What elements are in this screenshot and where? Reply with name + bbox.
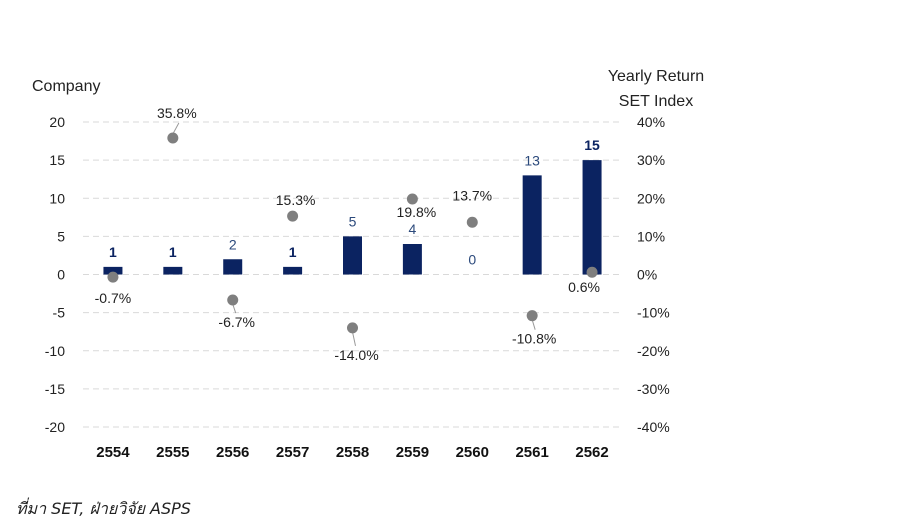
return-point [167,132,179,144]
x-tick-label: 2554 [96,444,130,461]
source-note: ที่มา SET, ฝ่ายวิจัย ASPS [16,499,191,518]
bar [582,160,602,275]
return-point [107,271,119,283]
right-tick-label: -40% [637,419,670,435]
x-tick-label: 2561 [515,444,548,461]
right-tick-label: 30% [637,152,665,168]
x-tick-label: 2555 [156,444,189,461]
bar-data-label: 1 [109,244,117,260]
return-data-label: 19.8% [397,204,437,220]
left-axis-title: Company [32,78,100,95]
x-tick-label: 2558 [336,444,369,461]
leader-line [172,122,180,135]
bar-data-label: 5 [349,213,357,229]
left-tick-label: 5 [57,228,65,244]
return-point [287,210,299,222]
x-tick-label: 2560 [456,444,489,461]
right-axis-title-line1: Yearly Return [608,68,704,85]
right-axis-title-line2: SET Index [619,93,693,110]
leader-line [232,303,237,314]
bar [522,175,542,275]
return-data-label: -10.8% [512,331,556,347]
return-point [406,193,418,205]
bar [343,236,362,275]
return-point [586,266,598,278]
bar-data-label: 4 [408,221,416,237]
bar-data-label: 1 [289,244,297,260]
right-tick-label: 40% [637,114,665,130]
return-point [227,294,239,306]
return-data-label: 13.7% [452,187,492,203]
left-tick-label: -5 [53,305,66,321]
right-tick-label: -20% [637,343,670,359]
return-data-label: -14.0% [334,347,378,363]
left-tick-label: 20 [49,114,65,130]
left-tick-label: -10 [45,343,65,359]
x-tick-label: 2557 [276,444,309,461]
right-tick-label: 0% [637,267,657,283]
left-tick-label: -20 [45,419,65,435]
leader-line [531,319,536,330]
right-tick-label: -30% [637,381,670,397]
return-data-label: 15.3% [276,192,316,208]
return-point [347,322,358,334]
left-tick-label: 15 [49,152,65,168]
return-data-label: 35.8% [157,105,197,121]
bar-data-label: 15 [584,137,600,153]
bar [163,266,183,275]
leader-line [352,331,356,346]
right-tick-label: 10% [637,228,665,244]
left-tick-label: 0 [57,267,65,283]
bar [103,266,123,275]
return-data-label: -0.7% [95,290,132,306]
bar-data-label: 13 [524,152,540,168]
x-tick-label: 2562 [575,444,608,461]
left-tick-label: -15 [45,381,65,397]
bar [402,244,422,275]
bar-data-label: 0 [468,252,476,268]
return-data-label: 0.6% [568,279,600,295]
right-tick-label: -10% [637,305,670,321]
bar [283,266,303,275]
bar [223,259,243,275]
return-data-label: -6.7% [218,314,255,330]
left-tick-label: 10 [49,190,65,206]
x-tick-label: 2559 [396,444,429,461]
right-tick-label: 20% [637,190,665,206]
return-point [466,216,478,228]
return-point [526,310,538,322]
bar-data-label: 1 [169,244,177,260]
bar-data-label: 2 [229,236,237,252]
x-tick-label: 2556 [216,444,249,461]
